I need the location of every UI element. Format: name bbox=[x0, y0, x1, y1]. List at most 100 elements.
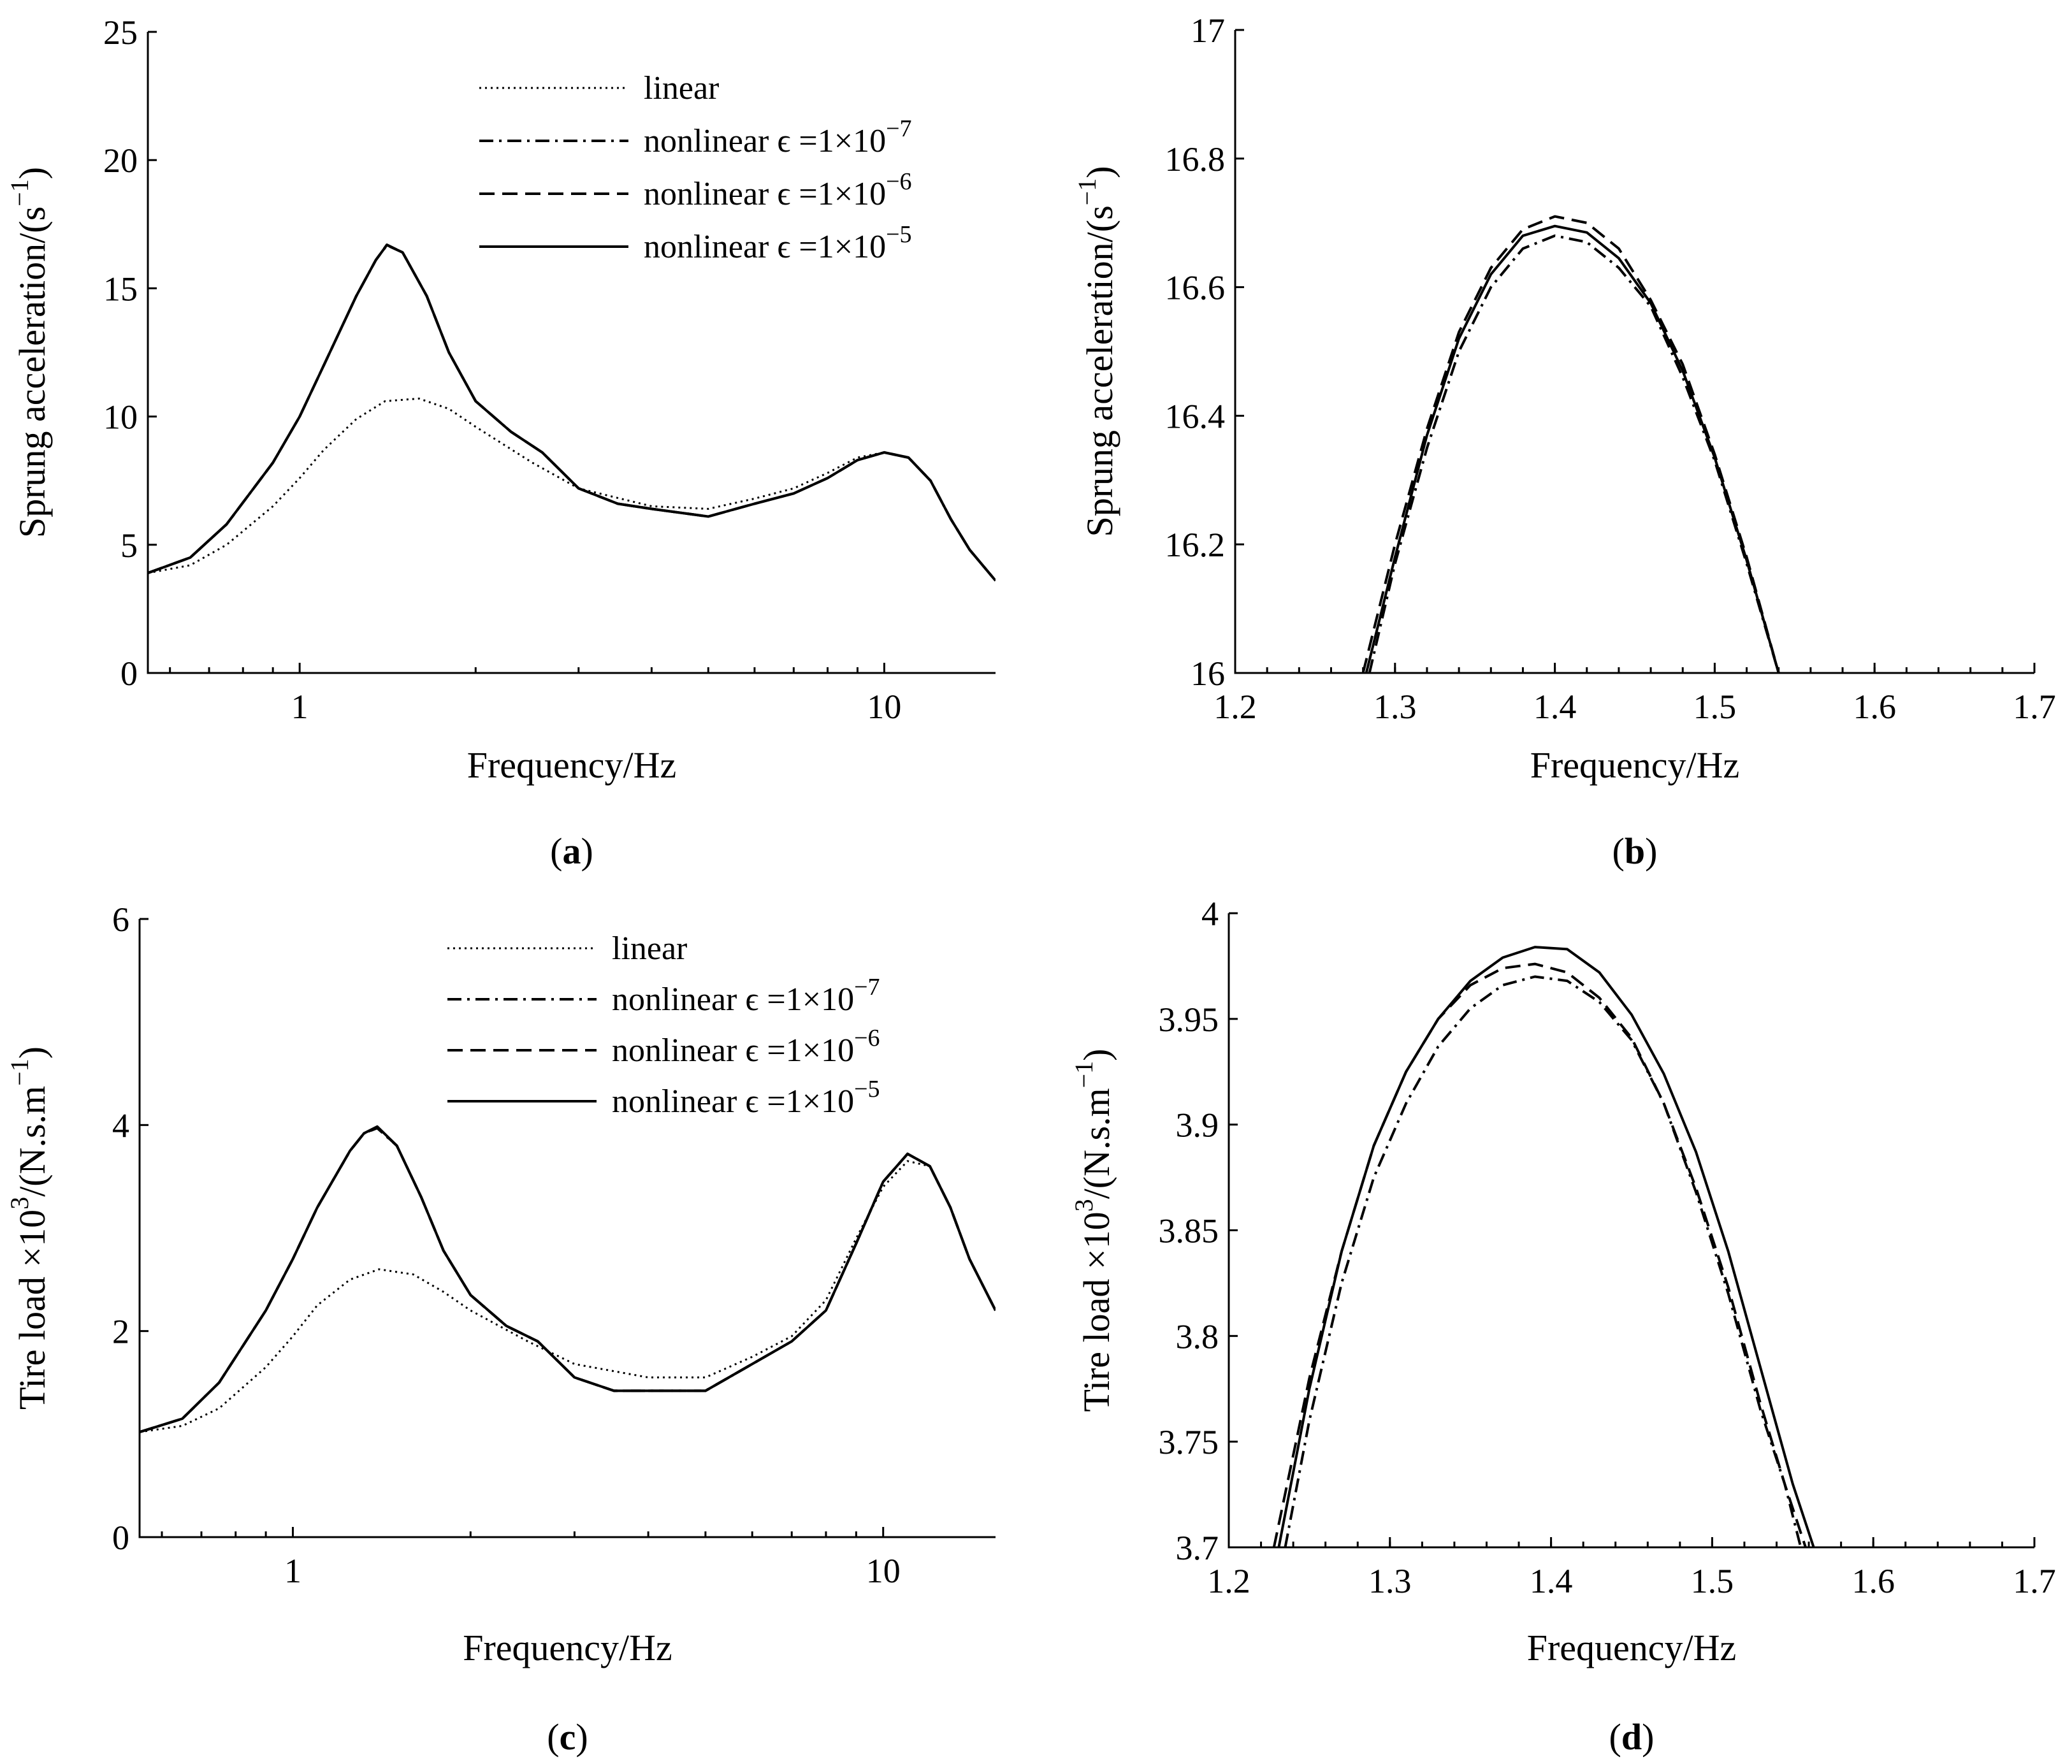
series-line-e7 bbox=[1284, 975, 1802, 1547]
legend-label-text: nonlinear ϵ =1×10 bbox=[612, 1083, 854, 1120]
y-axis-label-text: Tire load ×10 bbox=[11, 1210, 53, 1410]
panel-caption-close: ) bbox=[1642, 1716, 1654, 1758]
panel-caption-open: ( bbox=[547, 1716, 559, 1758]
x-axis-label: Frequency/Hz bbox=[463, 1627, 672, 1668]
legend-label: nonlinear ϵ =1×10−5 bbox=[644, 221, 912, 265]
y-tick-label: 4 bbox=[1201, 895, 1219, 933]
y-axis-label-text: /(N.s.m bbox=[11, 1086, 53, 1197]
series-line-e7 bbox=[1368, 234, 1780, 673]
legend-label: nonlinear ϵ =1×10−7 bbox=[644, 115, 912, 159]
panel-caption: (d) bbox=[1609, 1716, 1655, 1758]
legend-label-text: linear bbox=[612, 930, 687, 967]
y-tick-label: 3.85 bbox=[1159, 1212, 1219, 1250]
y-tick-label: 17 bbox=[1191, 11, 1225, 50]
x-tick-label: 1 bbox=[284, 1552, 301, 1590]
panel-caption: (a) bbox=[550, 830, 593, 872]
y-tick-label: 3.95 bbox=[1159, 1001, 1219, 1039]
y-tick-label: 0 bbox=[120, 654, 138, 693]
legend-label-exponent: −6 bbox=[886, 168, 911, 195]
panel-b: 16 16.2 16.4 16.6 16.8 17 1.2 1.3 1.4 1.5 1.6 1.7 Fr… bbox=[1073, 11, 2056, 872]
y-axis-label-superscript: −1 bbox=[5, 1059, 34, 1086]
y-axis-label-text: ) bbox=[11, 167, 53, 179]
x-tick-label: 1.4 bbox=[1533, 688, 1577, 726]
legend-label-exponent: −7 bbox=[854, 974, 880, 1001]
y-axis-label-superscript: −1 bbox=[1069, 1061, 1098, 1088]
series-line-e7 bbox=[140, 1127, 996, 1434]
panel-caption-letter: b bbox=[1625, 830, 1645, 872]
legend-label-text: nonlinear ϵ =1×10 bbox=[644, 229, 886, 265]
x-tick-label: 1.3 bbox=[1373, 688, 1417, 726]
y-axis-label-text: Sprung acceleration/(s bbox=[1079, 205, 1120, 537]
legend-label: nonlinear ϵ =1×10−5 bbox=[612, 1076, 880, 1120]
x-tick-label: 1.5 bbox=[1693, 688, 1737, 726]
y-axis-label-text: /(N.s.m bbox=[1076, 1088, 1117, 1199]
panel-caption-open: ( bbox=[550, 830, 562, 872]
x-tick-label: 1.5 bbox=[1691, 1562, 1734, 1600]
x-tick-label: 1.2 bbox=[1207, 1562, 1250, 1600]
y-axis-label-text: ) bbox=[1079, 166, 1120, 178]
y-axis-label-superscript: −1 bbox=[1073, 178, 1101, 206]
y-tick-label: 25 bbox=[103, 13, 138, 52]
y-axis-label: Tire load ×103/(N.s.m−1) bbox=[5, 1046, 53, 1410]
legend-label-text: nonlinear ϵ =1×10 bbox=[644, 123, 886, 159]
series-group bbox=[148, 243, 996, 582]
series-group bbox=[1272, 946, 1815, 1547]
y-tick-label: 3.8 bbox=[1176, 1317, 1219, 1356]
panel-caption-open: ( bbox=[1609, 1716, 1621, 1758]
x-tick-label: 1.3 bbox=[1368, 1562, 1412, 1600]
x-tick-label: 10 bbox=[867, 688, 901, 726]
y-tick-label: 4 bbox=[112, 1106, 129, 1145]
series-line-e6 bbox=[148, 243, 996, 582]
x-axis-label: Frequency/Hz bbox=[1530, 744, 1740, 786]
y-tick-label: 15 bbox=[103, 270, 138, 308]
series-group bbox=[1361, 215, 1780, 673]
panel-caption-close: ) bbox=[576, 1716, 588, 1758]
panel-caption-letter: c bbox=[560, 1716, 576, 1758]
y-tick-label: 20 bbox=[103, 141, 138, 180]
x-tick-label: 1.2 bbox=[1213, 688, 1257, 726]
legend-label: nonlinear ϵ =1×10−7 bbox=[612, 974, 880, 1018]
y-tick-label: 10 bbox=[103, 398, 138, 437]
panel-c: 0 2 4 6 1 10 Frequency/Hz Tire load ×103/(N.s.m… bbox=[5, 900, 996, 1758]
y-tick-label: 6 bbox=[112, 900, 129, 939]
legend-label-exponent: −7 bbox=[886, 115, 911, 142]
panel-caption: (c) bbox=[547, 1716, 588, 1758]
legend-label-text: nonlinear ϵ =1×10 bbox=[644, 176, 886, 212]
series-group bbox=[140, 1125, 996, 1434]
series-line-linear bbox=[148, 397, 996, 582]
y-tick-label: 2 bbox=[112, 1313, 129, 1351]
panel-caption-letter: a bbox=[563, 830, 581, 872]
legend-label-exponent: −6 bbox=[854, 1025, 880, 1052]
axes-frame bbox=[138, 919, 996, 1538]
x-tick-label: 1 bbox=[291, 688, 308, 726]
x-tick-label: 1.7 bbox=[2013, 1562, 2056, 1600]
y-tick-label: 3.7 bbox=[1176, 1529, 1219, 1567]
panel-caption-close: ) bbox=[1645, 830, 1657, 872]
legend-label-text: linear bbox=[644, 70, 719, 106]
panel-caption-open: ( bbox=[1612, 830, 1625, 872]
legend-label-exponent: −5 bbox=[854, 1076, 880, 1102]
x-tick-label: 10 bbox=[866, 1552, 901, 1590]
y-axis-label-text: Tire load ×10 bbox=[1076, 1211, 1117, 1412]
series-line-e5 bbox=[1277, 946, 1815, 1547]
y-axis-label-superscript: 3 bbox=[5, 1197, 34, 1210]
panel-caption-close: ) bbox=[581, 830, 593, 872]
series-line-e7 bbox=[148, 243, 996, 582]
x-tick-label: 1.6 bbox=[1853, 688, 1896, 726]
y-tick-label: 16.2 bbox=[1165, 526, 1226, 564]
panel-caption: (b) bbox=[1612, 830, 1658, 872]
y-tick-label: 3.9 bbox=[1176, 1106, 1219, 1145]
axes-frame bbox=[1234, 30, 2034, 674]
x-tick-label: 1.4 bbox=[1530, 1562, 1573, 1600]
legend-label: nonlinear ϵ =1×10−6 bbox=[612, 1025, 880, 1069]
series-line-e6 bbox=[1272, 962, 1807, 1547]
legend-label: linear bbox=[644, 70, 719, 106]
panel-caption-letter: d bbox=[1621, 1716, 1642, 1758]
series-line-e5 bbox=[1365, 224, 1780, 673]
legend-label-text: nonlinear ϵ =1×10 bbox=[612, 981, 854, 1018]
y-tick-label: 16.6 bbox=[1165, 269, 1226, 307]
series-line-e5 bbox=[148, 243, 996, 582]
